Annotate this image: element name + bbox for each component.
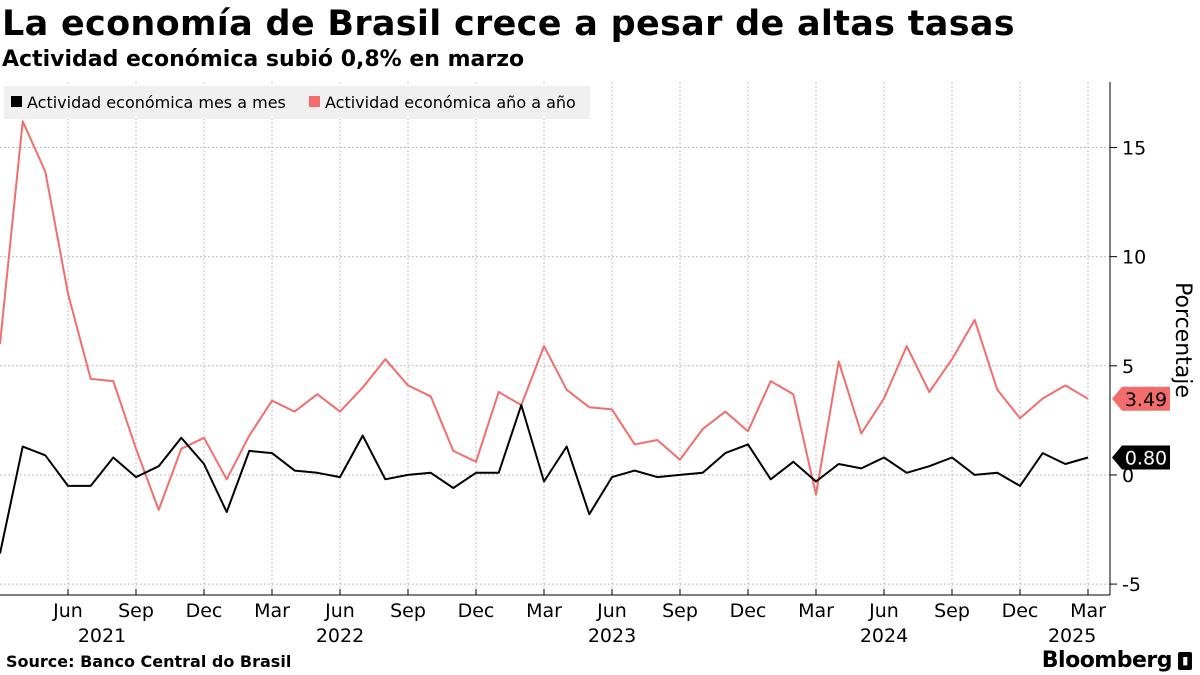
- x-tick-label: Dec: [730, 600, 767, 622]
- chart-title: La economía de Brasil crece a pesar de a…: [2, 4, 1015, 44]
- legend: Actividad económica mes a mes Actividad …: [4, 86, 590, 119]
- x-tick-label: Sep: [934, 600, 970, 622]
- x-tick-label: Jun: [324, 600, 355, 622]
- end-label-value: 3.49: [1125, 389, 1167, 411]
- x-year-label: 2023: [588, 625, 636, 647]
- x-tick-label: Dec: [186, 600, 223, 622]
- x-year-label: 2022: [316, 625, 364, 647]
- source-note: Source: Banco Central do Brasil: [6, 652, 292, 671]
- x-year-label: 2024: [860, 625, 908, 647]
- legend-label-yoy: Actividad económica año a año: [325, 93, 576, 112]
- end-label-yoy: 3.49: [1112, 386, 1170, 411]
- x-tick-label: Dec: [458, 600, 495, 622]
- chart-subtitle: Actividad económica subió 0,8% en marzo: [2, 47, 525, 72]
- series-lines: [0, 120, 1089, 554]
- axes: -5 0 5 10 15 Jun Sep Dec Mar Jun Sep Dec Mar Jun Sep De…: [0, 82, 1170, 647]
- y-axis-label: Porcentaje: [1170, 282, 1195, 398]
- x-tick-label: Sep: [118, 600, 154, 622]
- x-year-label: 2025: [1048, 625, 1096, 647]
- y-tick-label: 15: [1122, 137, 1146, 159]
- x-tick-label: Jun: [868, 600, 899, 622]
- legend-background: [4, 86, 590, 119]
- x-year-label: 2021: [78, 625, 126, 647]
- x-tick-label: Mar: [526, 600, 562, 622]
- legend-label-mom: Actividad económica mes a mes: [27, 93, 286, 112]
- x-tick-label: Mar: [1070, 600, 1106, 622]
- x-tick-label: Jun: [596, 600, 627, 622]
- bloomberg-terminal-icon: ▮: [1178, 651, 1192, 670]
- series-line-mom: [0, 404, 1089, 554]
- end-label-value: 0.80: [1125, 447, 1167, 469]
- x-tick-label: Sep: [662, 600, 698, 622]
- x-tick-label: Jun: [52, 600, 83, 622]
- y-tick-label: 10: [1122, 247, 1146, 269]
- x-tick-label: Sep: [390, 600, 426, 622]
- end-label-background: [1112, 445, 1170, 470]
- legend-swatch-mom: [11, 96, 22, 107]
- series-line-yoy: [0, 120, 1089, 511]
- y-tick-label: -5: [1122, 574, 1141, 596]
- x-tick-label: Mar: [798, 600, 834, 622]
- y-tick-label: 5: [1122, 356, 1134, 378]
- y-tick-label: 0: [1122, 465, 1134, 487]
- x-tick-label: Dec: [1002, 600, 1039, 622]
- end-label-background: [1112, 386, 1170, 411]
- grid-lines: [0, 82, 1110, 595]
- x-tick-label: Mar: [254, 600, 290, 622]
- brand-name: Bloomberg: [1041, 648, 1173, 673]
- bloomberg-logo: Bloomberg ▮: [1042, 648, 1192, 673]
- end-label-mom: 0.80: [1112, 445, 1170, 470]
- legend-swatch-yoy: [309, 96, 320, 107]
